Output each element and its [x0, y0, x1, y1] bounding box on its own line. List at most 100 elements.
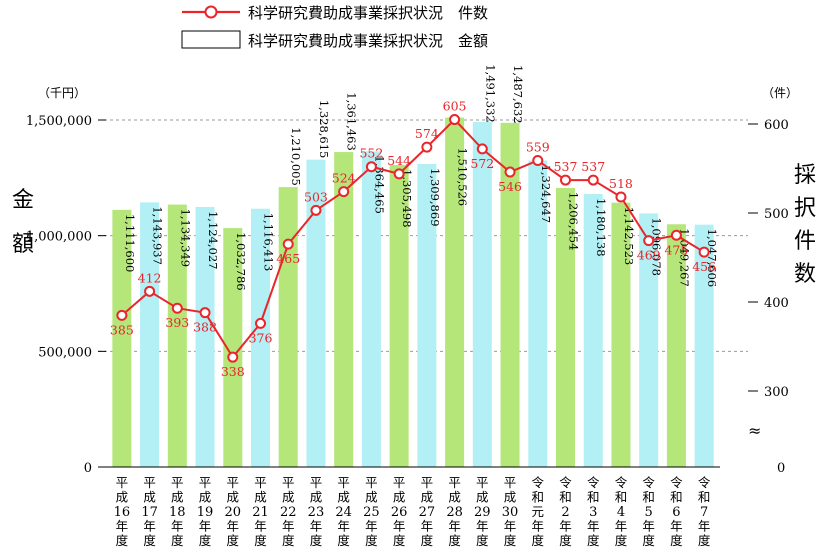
bar-value-label: 1,134,349: [178, 209, 192, 268]
category-label: 26: [391, 505, 408, 520]
count-point: [698, 246, 710, 258]
bar-value-label: 1,206,454: [567, 192, 581, 251]
bar: [472, 122, 492, 468]
category-label: 成: [199, 490, 212, 505]
category-label: 成: [171, 490, 184, 505]
category-label: 年: [532, 519, 545, 534]
bar: [306, 159, 326, 467]
bar-value-label: 1,111,600: [123, 214, 137, 273]
count-point: [615, 191, 627, 203]
left-axis-title-char: 金: [12, 188, 34, 213]
category-label: 度: [421, 533, 434, 548]
category-label: 平: [476, 475, 489, 490]
right-tick-label: 300: [764, 385, 789, 400]
category-label: 和: [698, 490, 711, 505]
category-label: 令: [670, 475, 683, 490]
bar: [389, 164, 409, 467]
category-label: 度: [337, 533, 350, 548]
category-label: 和: [642, 490, 655, 505]
bar-value-label: 1,116,413: [262, 213, 276, 272]
category-label: 平: [199, 475, 212, 490]
bar: [500, 122, 520, 467]
category-label: 平: [504, 475, 517, 490]
count-value-label: 559: [526, 139, 550, 154]
legend-line-marker: [204, 5, 218, 19]
category-label: 28: [446, 505, 463, 520]
right-tick-label: 400: [764, 296, 789, 311]
category-label: 16: [114, 505, 131, 520]
category-label: 度: [532, 533, 545, 548]
category-label: 成: [227, 490, 240, 505]
count-value-label: 465: [276, 251, 300, 266]
category-label: 年: [642, 519, 655, 534]
category-label: 度: [199, 533, 212, 548]
category-label: 年: [199, 519, 212, 534]
bar: [223, 228, 243, 467]
count-value-label: 537: [581, 159, 605, 174]
category-label: 成: [337, 490, 350, 505]
category-label: 年: [337, 519, 350, 534]
right-axis-unit: （件）: [762, 86, 798, 100]
count-point: [532, 154, 544, 166]
count-point: [421, 141, 433, 153]
category-label: 度: [365, 533, 378, 548]
count-point: [116, 309, 128, 321]
category-label: 20: [224, 505, 241, 520]
category-label: 年: [310, 519, 323, 534]
count-value-label: 393: [165, 315, 189, 330]
count-point: [282, 238, 294, 250]
count-point: [365, 161, 377, 173]
count-point: [199, 307, 211, 319]
category-label: 平: [421, 475, 434, 490]
bar: [528, 160, 548, 467]
category-label: 6: [672, 505, 680, 520]
category-label: 3: [589, 505, 597, 520]
count-point: [449, 114, 461, 126]
category-label: 度: [282, 533, 295, 548]
category-label: 和: [559, 490, 572, 505]
category-label: 年: [143, 519, 156, 534]
category-label: 度: [615, 533, 628, 548]
bar-value-label: 1,143,937: [151, 206, 165, 265]
category-label: 年: [254, 519, 267, 534]
category-label: 平: [448, 475, 461, 490]
bar-value-label: 1,210,005: [289, 127, 303, 186]
category-label: 成: [476, 490, 489, 505]
left-tick-label: 500,000: [38, 345, 92, 360]
bar: [694, 224, 714, 467]
bar-value-label: 1,510,526: [456, 148, 470, 207]
category-label: 令: [698, 475, 711, 490]
category-label: 27: [419, 505, 436, 520]
axis-break-symbol: ≈: [748, 421, 761, 440]
category-label: 5: [645, 505, 653, 520]
bar: [639, 213, 659, 467]
category-label: 令: [642, 475, 655, 490]
left-axis-title-char: 額: [12, 232, 34, 257]
count-point: [504, 166, 516, 178]
category-label: 23: [308, 505, 325, 520]
category-label: 年: [670, 519, 683, 534]
category-label: 平: [365, 475, 378, 490]
category-label: 度: [227, 533, 240, 548]
right-tick-label: 0: [777, 461, 785, 476]
category-label: 成: [421, 490, 434, 505]
count-value-label: 572: [470, 156, 494, 171]
right-axis-title-char: 件: [794, 229, 816, 254]
count-value-label: 503: [304, 189, 328, 204]
category-label: 平: [171, 475, 184, 490]
category-label: 平: [310, 475, 323, 490]
category-label: 21: [252, 505, 269, 520]
category-label: 度: [504, 533, 517, 548]
category-label: 年: [504, 519, 517, 534]
count-value-label: 412: [138, 270, 162, 285]
category-label: 令: [587, 475, 600, 490]
bar-value-label: 1,328,615: [317, 100, 331, 159]
category-label: 度: [171, 533, 184, 548]
bar: [445, 117, 465, 467]
category-label: 年: [282, 519, 295, 534]
category-label: 成: [254, 490, 267, 505]
category-label: 年: [421, 519, 434, 534]
left-tick-label: 1,500,000: [26, 114, 92, 129]
category-label: 2: [561, 505, 569, 520]
